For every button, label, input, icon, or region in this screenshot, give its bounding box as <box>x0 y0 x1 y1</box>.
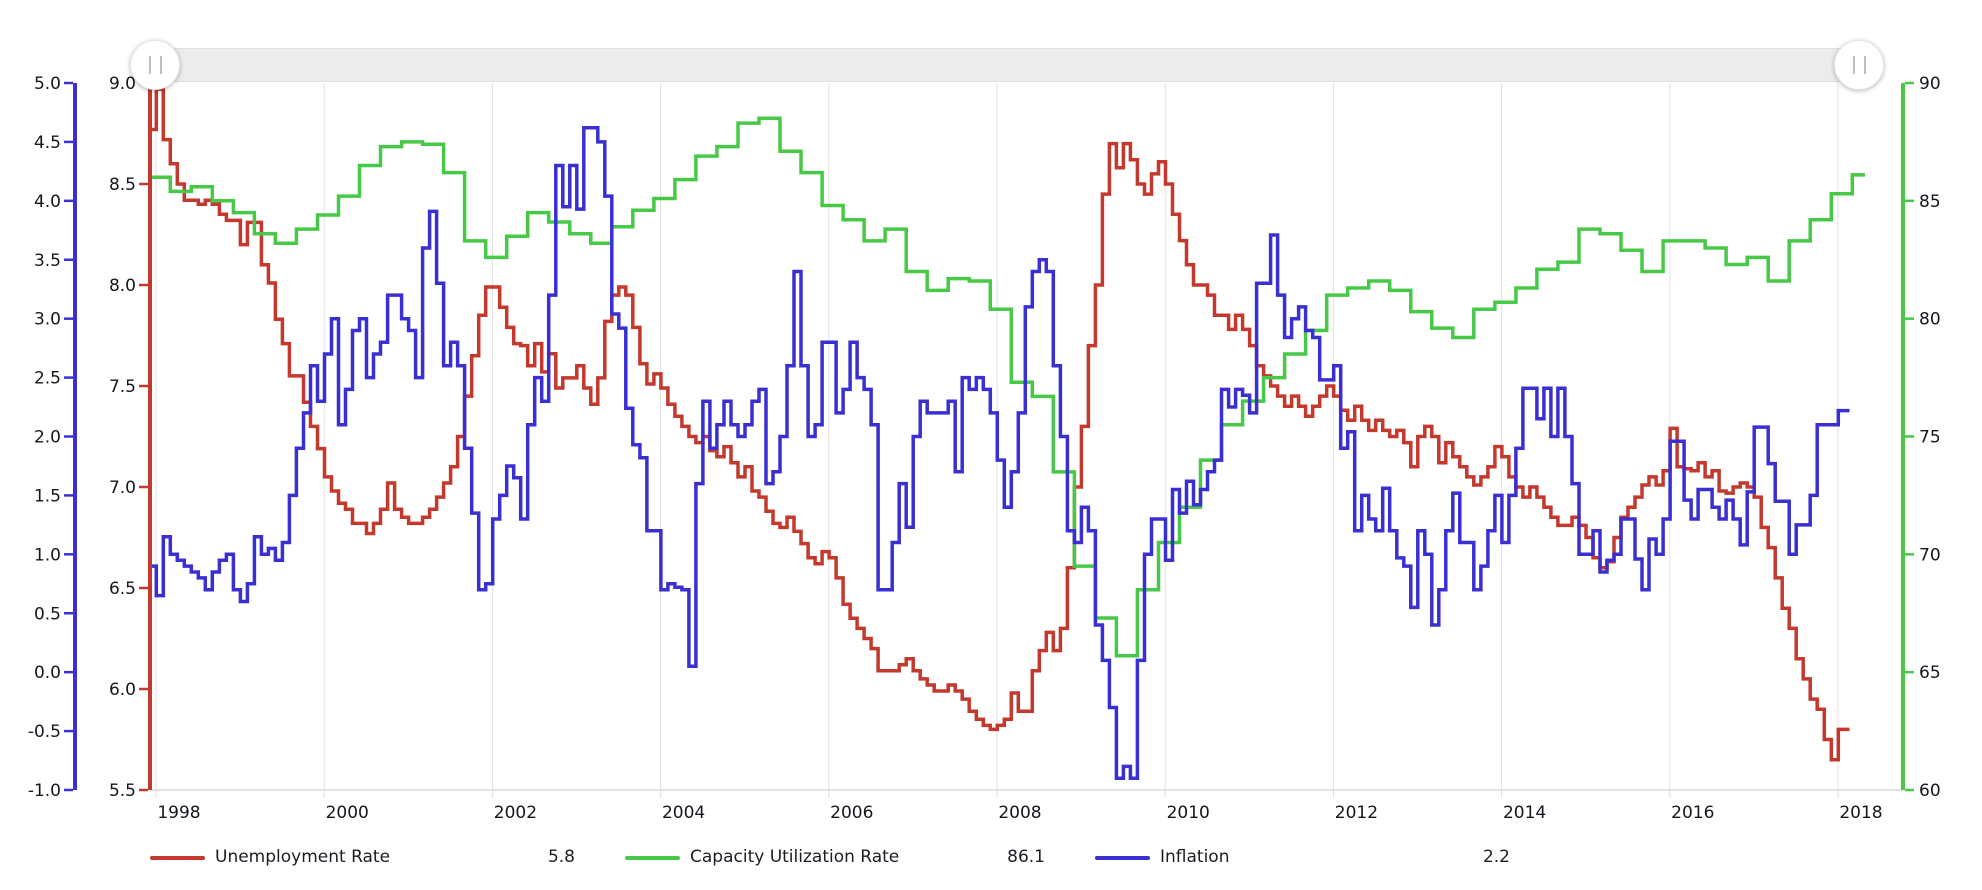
range-handle-left[interactable] <box>130 40 180 90</box>
legend-label-capacity[interactable]: Capacity Utilization Rate <box>690 847 900 867</box>
drag-grip-icon <box>1852 56 1866 74</box>
y-tick-label: 3.5 <box>34 251 61 271</box>
legend-label-inflation[interactable]: Inflation <box>1160 847 1230 867</box>
y-tick-label: 6.0 <box>109 680 136 700</box>
y-tick-label: 2.0 <box>34 428 61 448</box>
legend-value-inflation: 2.2 <box>1482 847 1510 867</box>
x-tick-label: 2006 <box>830 803 873 823</box>
range-handle-right[interactable] <box>1834 40 1884 90</box>
x-tick-label: 2010 <box>1167 803 1210 823</box>
series-unemployment-rate[interactable] <box>149 87 1850 762</box>
series-inflation[interactable] <box>149 126 1850 780</box>
y-tick-label: 5.0 <box>34 74 61 94</box>
y-tick-label: 65 <box>1919 663 1941 683</box>
y-tick-label: 9.0 <box>109 74 136 94</box>
y-tick-label: 7.5 <box>109 377 136 397</box>
y-tick-label: 8.5 <box>109 175 136 195</box>
legend-label-unemployment[interactable]: Unemployment Rate <box>215 847 391 867</box>
series-capacity-utilization-rate[interactable] <box>149 116 1865 658</box>
y-tick-label: 4.0 <box>34 192 61 212</box>
series-group <box>149 87 1865 780</box>
y-tick-label: 4.5 <box>34 133 61 153</box>
y-tick-label: 85 <box>1919 192 1941 212</box>
x-tick-label: 2004 <box>662 803 705 823</box>
range-selector-track[interactable] <box>154 48 1854 82</box>
x-tick-label: 1998 <box>157 803 200 823</box>
x-axis-labels: 1998 2000 2002 2004 2006 2008 2010 2012 2014 2016… <box>157 803 1882 823</box>
y-tick-label: 2.5 <box>34 369 61 389</box>
y-tick-label: 7.0 <box>109 478 136 498</box>
plot-area[interactable] <box>150 83 1903 790</box>
x-tick-label: 2016 <box>1671 803 1714 823</box>
y-tick-label: 60 <box>1919 781 1941 801</box>
y-tick-label: 3.0 <box>34 310 61 330</box>
y-tick-label: 70 <box>1919 545 1941 565</box>
legend-value-unemployment: 5.8 <box>547 847 575 867</box>
y-axis-inflation: 5.0 4.5 4.0 3.5 3.0 2.5 2.0 1.5 1.0 0.5 0.0 -0.5 -1.… <box>28 74 77 801</box>
drag-grip-icon <box>148 56 162 74</box>
plot-svg: 1998 2000 2002 2004 2006 2008 2010 2012 2014 2016… <box>28 74 1941 823</box>
legend-swatch-capacity <box>625 856 680 860</box>
x-tick-label: 2018 <box>1839 803 1882 823</box>
x-tick-label: 2008 <box>998 803 1041 823</box>
y-tick-label: -0.5 <box>28 722 61 742</box>
y-tick-label: 0.0 <box>34 663 61 683</box>
y-axis-unemployment: 9.0 8.5 8.0 7.5 7.0 6.5 6.0 5.5 <box>109 74 152 801</box>
y-tick-label: 6.5 <box>109 579 136 599</box>
y-tick-label: 90 <box>1919 74 1941 94</box>
legend-swatch-unemployment <box>150 856 205 860</box>
y-tick-label: 5.5 <box>109 781 136 801</box>
legend: Unemployment Rate 5.8 Capacity Utilizati… <box>0 843 1982 875</box>
y-tick-label: 1.0 <box>34 545 61 565</box>
x-tick-label: 2014 <box>1503 803 1546 823</box>
y-tick-label: 8.0 <box>109 276 136 296</box>
y-tick-label: -1.0 <box>28 781 61 801</box>
y-tick-label: 75 <box>1919 428 1941 448</box>
y-tick-label: 0.5 <box>34 604 61 624</box>
x-tick-label: 2002 <box>494 803 537 823</box>
y-axis-capacity: 90 85 80 75 70 65 60 <box>1901 74 1941 801</box>
legend-value-capacity: 86.1 <box>1007 847 1045 867</box>
legend-swatch-inflation <box>1095 856 1150 860</box>
x-tick-label: 2000 <box>326 803 369 823</box>
y-tick-label: 80 <box>1919 310 1941 330</box>
y-tick-label: 1.5 <box>34 486 61 506</box>
x-tick-label: 2012 <box>1335 803 1378 823</box>
